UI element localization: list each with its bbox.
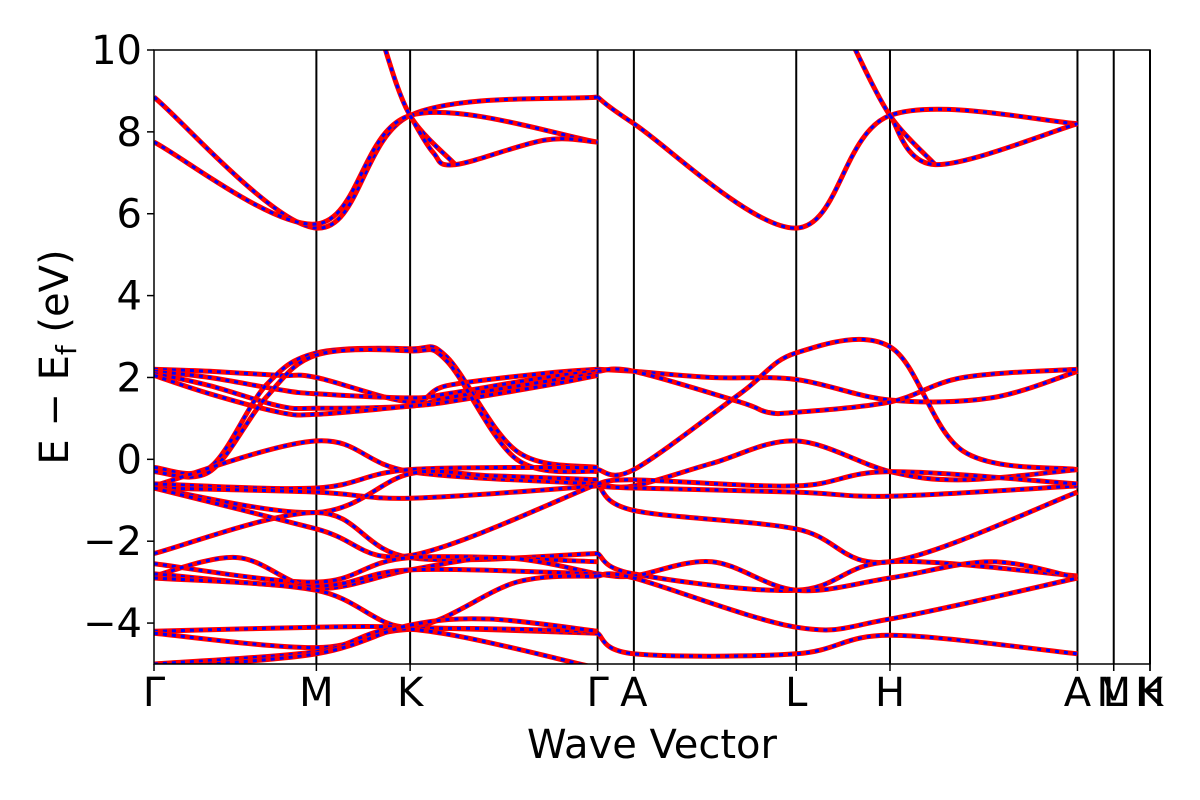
band-line-overlay	[154, 345, 598, 476]
x-tick-label: K	[1137, 670, 1165, 716]
x-tick-label: M	[1096, 670, 1131, 716]
band-line-overlay	[597, 484, 1078, 498]
band-line	[596, 551, 1078, 594]
band-line-overlay	[597, 572, 1078, 632]
band-line	[154, 109, 598, 227]
band-line-overlay	[154, 469, 598, 515]
y-tick-label: −2	[83, 519, 142, 565]
band-line-overlay	[154, 627, 587, 664]
band-line-overlay	[597, 367, 1078, 416]
y-tick-label: 2	[117, 355, 142, 401]
band-line-overlay	[154, 556, 598, 590]
band-line-overlay	[154, 465, 598, 491]
x-tick-label: A	[620, 670, 648, 716]
band-line-overlay	[154, 110, 598, 226]
band-line-overlay	[888, 114, 1078, 167]
x-tick-label: K	[397, 670, 425, 716]
band-line-overlay	[154, 482, 599, 559]
band-line-overlay	[853, 50, 937, 166]
y-tick-label: 4	[117, 274, 142, 320]
band-line-overlay	[154, 484, 598, 500]
y-tick-label: 10	[91, 28, 142, 74]
band-line	[154, 573, 598, 630]
band-line	[154, 372, 599, 418]
band-line	[596, 95, 1078, 231]
band-line-overlay	[154, 626, 598, 650]
band-line-overlay	[383, 50, 457, 166]
x-tick-label: Γ	[143, 670, 166, 716]
y-tick-label: 0	[117, 437, 142, 483]
x-axis-title: Wave Vector	[527, 722, 778, 768]
band-lines	[154, 50, 1079, 664]
x-tick-label: L	[1103, 670, 1126, 716]
x-tick-label: H	[1135, 670, 1165, 716]
band-line-overlay	[597, 439, 1078, 489]
x-tick-label: A	[1064, 670, 1092, 716]
band-line-overlay	[596, 482, 1079, 564]
band-line-overlay	[154, 348, 598, 479]
y-axis-title-subscript: f	[50, 344, 83, 355]
x-tick-label: Γ	[586, 670, 609, 716]
band-line-overlay	[154, 439, 598, 488]
band-line	[852, 50, 938, 167]
plot-frame	[153, 49, 1151, 665]
band-line	[597, 336, 1078, 478]
x-tick-label: H	[875, 670, 905, 716]
x-axis: Γ M K Γ A L H A LM HK	[143, 664, 1165, 716]
band-line-overlay	[408, 114, 598, 167]
y-axis-title: E − Ef (eV)	[32, 249, 83, 464]
band-line-overlay	[596, 95, 1078, 230]
band-line-overlay	[597, 470, 1078, 488]
band-line-overlay	[154, 369, 598, 400]
band-line-overlay	[154, 95, 598, 230]
x-tick-label: L	[785, 670, 808, 716]
band-line-overlay	[596, 631, 1078, 658]
band-line-overlay	[154, 367, 598, 404]
y-tick-label: −4	[83, 601, 142, 647]
band-line-overlay	[596, 552, 1078, 593]
band-line-overlay	[597, 367, 1078, 404]
x-tick-label: M	[299, 670, 334, 716]
y-tick-label: 6	[117, 192, 142, 238]
band-line-overlay	[189, 617, 598, 664]
y-tick-label: 8	[117, 110, 142, 156]
y-axis: −4 −2 0 2 4 6 8 10	[83, 28, 154, 647]
band-line-overlay	[597, 559, 1078, 593]
y-axis-title-unit: (eV)	[32, 249, 78, 345]
y-axis-title-main: E − E	[32, 355, 78, 465]
